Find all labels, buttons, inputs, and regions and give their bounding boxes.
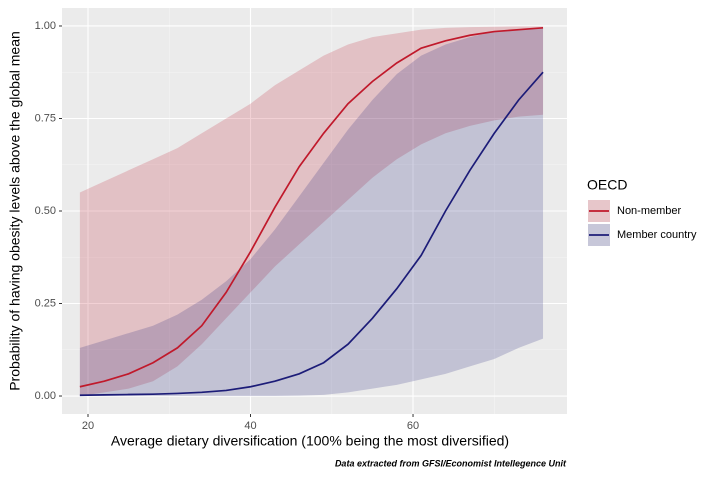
legend-title: OECD — [587, 177, 627, 193]
line — [79, 71, 544, 397]
caption: Data extracted from GFSI/Economist Intel… — [335, 458, 567, 468]
ribbon — [79, 26, 544, 397]
y-tick-label: 1.00 — [35, 20, 56, 32]
ribbon — [79, 27, 544, 397]
y-tick-label: 0.00 — [35, 390, 56, 402]
legend-label: Member country — [617, 229, 697, 241]
line — [79, 26, 544, 388]
x-tick-label: 60 — [407, 420, 419, 432]
y-tick-label: 0.75 — [35, 112, 56, 124]
y-tick-label: 0.50 — [35, 205, 56, 217]
x-axis-label: Average dietary diversification (100% be… — [111, 433, 509, 449]
legend-label: Non-member — [617, 205, 682, 217]
y-axis-label: Probability of having obesity levels abo… — [7, 31, 23, 391]
y-tick-label: 0.25 — [35, 297, 56, 309]
x-tick-label: 20 — [82, 420, 94, 432]
x-tick-label: 40 — [244, 420, 256, 432]
